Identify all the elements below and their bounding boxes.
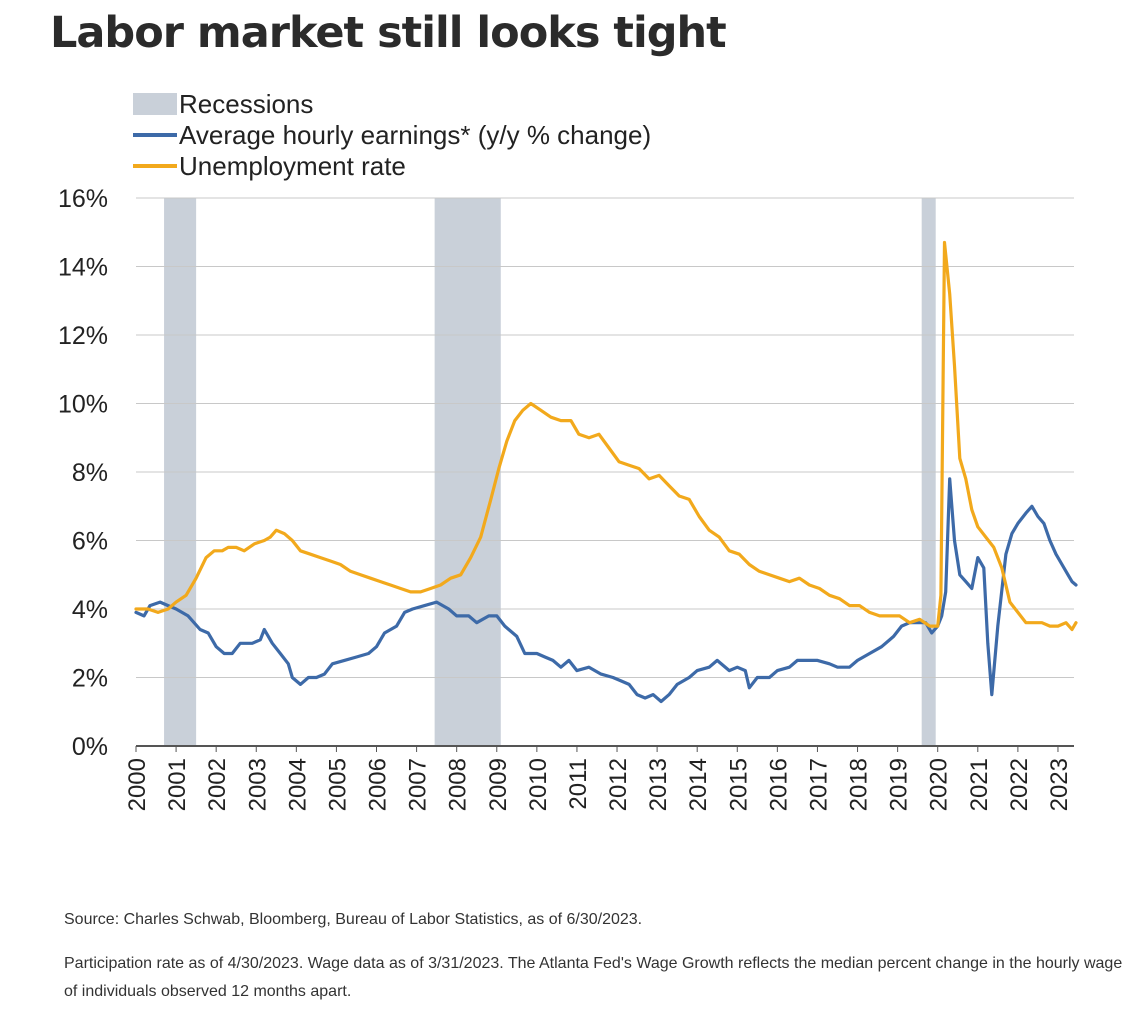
y-tick-label: 16% — [58, 185, 108, 213]
x-tick-label: 2008 — [445, 758, 472, 811]
source-note: Source: Charles Schwab, Bloomberg, Burea… — [64, 911, 643, 928]
unemployment-line — [134, 240, 1078, 632]
x-tick-label: 2014 — [685, 758, 712, 811]
x-tick-label: 2005 — [324, 758, 351, 811]
x-tick-label: 2006 — [365, 758, 392, 811]
y-axis-tick-labels: 0% 2% 4% 6% 8% 10% 12% 14% 16% — [58, 185, 108, 761]
x-tick-label: 2015 — [725, 758, 752, 811]
x-tick-label: 2023 — [1046, 758, 1073, 811]
x-tick-label: 2001 — [164, 758, 191, 811]
data-note: Participation rate as of 4/30/2023. Wage… — [64, 955, 1123, 1000]
footnotes: Source: Charles Schwab, Bloomberg, Burea… — [64, 906, 1139, 1022]
x-tick-label: 2019 — [886, 758, 913, 811]
earnings-line — [134, 477, 1078, 704]
x-tick-label: 2000 — [124, 758, 151, 811]
y-tick-label: 8% — [72, 459, 108, 487]
x-tick-label: 2020 — [926, 758, 953, 811]
x-tick-label: 2003 — [244, 758, 271, 811]
x-tick-label: 2011 — [565, 758, 592, 810]
x-tick-label: 2016 — [765, 758, 792, 811]
legend-label: Recessions — [179, 89, 313, 119]
x-tick-label: 2018 — [846, 758, 873, 811]
x-tick-label: 2007 — [405, 758, 432, 811]
y-tick-label: 4% — [72, 596, 108, 624]
x-tick-label: 2021 — [966, 758, 993, 811]
y-tick-label: 10% — [58, 391, 108, 419]
y-tick-label: 12% — [58, 322, 108, 350]
chart-title: Labor market still looks tight — [50, 8, 727, 58]
x-tick-label: 2012 — [605, 758, 632, 811]
x-tick-label: 2022 — [1006, 758, 1033, 811]
x-axis-tick-labels: 2000 2001 2002 2003 2004 2005 2006 2007 2008 2009… — [124, 746, 1073, 811]
legend-label: Average hourly earnings* (y/y % change) — [179, 120, 651, 150]
x-tick-label: 2010 — [525, 758, 552, 811]
legend-label: Unemployment rate — [179, 151, 406, 181]
x-tick-label: 2013 — [645, 758, 672, 811]
legend-swatch-recessions — [133, 93, 177, 115]
series-lines — [134, 240, 1078, 704]
y-tick-label: 14% — [58, 254, 108, 282]
y-tick-label: 0% — [72, 733, 108, 761]
x-tick-label: 2009 — [485, 758, 512, 811]
x-tick-label: 2002 — [204, 758, 231, 811]
chart-canvas: 0%2%4%6%8%10%12%14%16% 2000 2001 2002 2003 2… — [58, 89, 1078, 811]
y-tick-label: 6% — [72, 528, 108, 556]
x-tick-label: 2017 — [805, 758, 832, 811]
y-tick-label: 2% — [72, 665, 108, 693]
x-tick-label: 2004 — [284, 758, 311, 811]
